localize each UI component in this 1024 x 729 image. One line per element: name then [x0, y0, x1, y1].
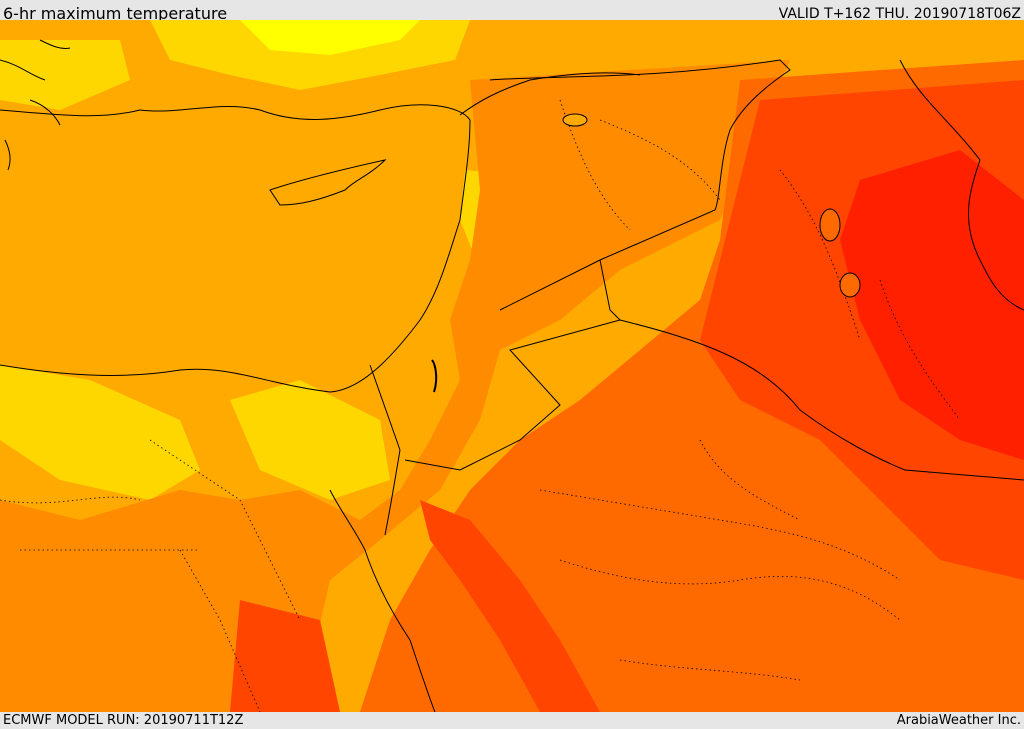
aegean-islands — [0, 39, 71, 171]
lake-tharthar — [819, 208, 841, 242]
red-orange-strip-redsea — [420, 500, 600, 712]
model-run-label: ECMWF MODEL RUN: 20190711T12Z — [3, 713, 244, 728]
bright-yellow-field-north — [240, 20, 420, 55]
red-orange-field-sudan — [230, 600, 340, 712]
provincial-borders — [0, 99, 961, 712]
lake-assad — [562, 113, 588, 127]
lake-razzaza — [839, 272, 861, 298]
red-field-iraq — [840, 150, 1024, 460]
mediterranean-coastline — [0, 104, 471, 393]
valid-time: VALID T+162 THU. 20190718T06Z — [778, 6, 1021, 20]
orange-field-inland — [0, 60, 790, 712]
border-iraq-saudi — [619, 319, 1024, 481]
yellow-field-egypt-east — [230, 380, 390, 500]
footer-bar: ECMWF MODEL RUN: 20190711T12Z ArabiaWeat… — [0, 712, 1024, 729]
map-canvas — [0, 20, 1024, 712]
border-turkey-syria — [459, 72, 641, 116]
credit-label: ArabiaWeather Inc. — [896, 713, 1021, 728]
border-jordan-saudi — [404, 259, 621, 471]
cyprus-island — [269, 159, 387, 206]
map-title: 6-hr maximum temperature — [3, 4, 228, 20]
gulf-of-aqaba-coastline — [384, 449, 401, 536]
yellow-field-turkey-coast — [0, 40, 130, 110]
temperature-map — [0, 20, 1024, 712]
dead-sea — [431, 359, 438, 393]
border-egypt-israel — [369, 364, 401, 451]
border-iraq-iran — [899, 59, 1024, 311]
yellow-field-egypt-west — [0, 365, 200, 500]
header-bar: 6-hr maximum temperature VALID T+162 THU… — [0, 0, 1024, 20]
red-sea-coastline — [329, 489, 436, 712]
border-syria-iraq — [489, 59, 791, 311]
